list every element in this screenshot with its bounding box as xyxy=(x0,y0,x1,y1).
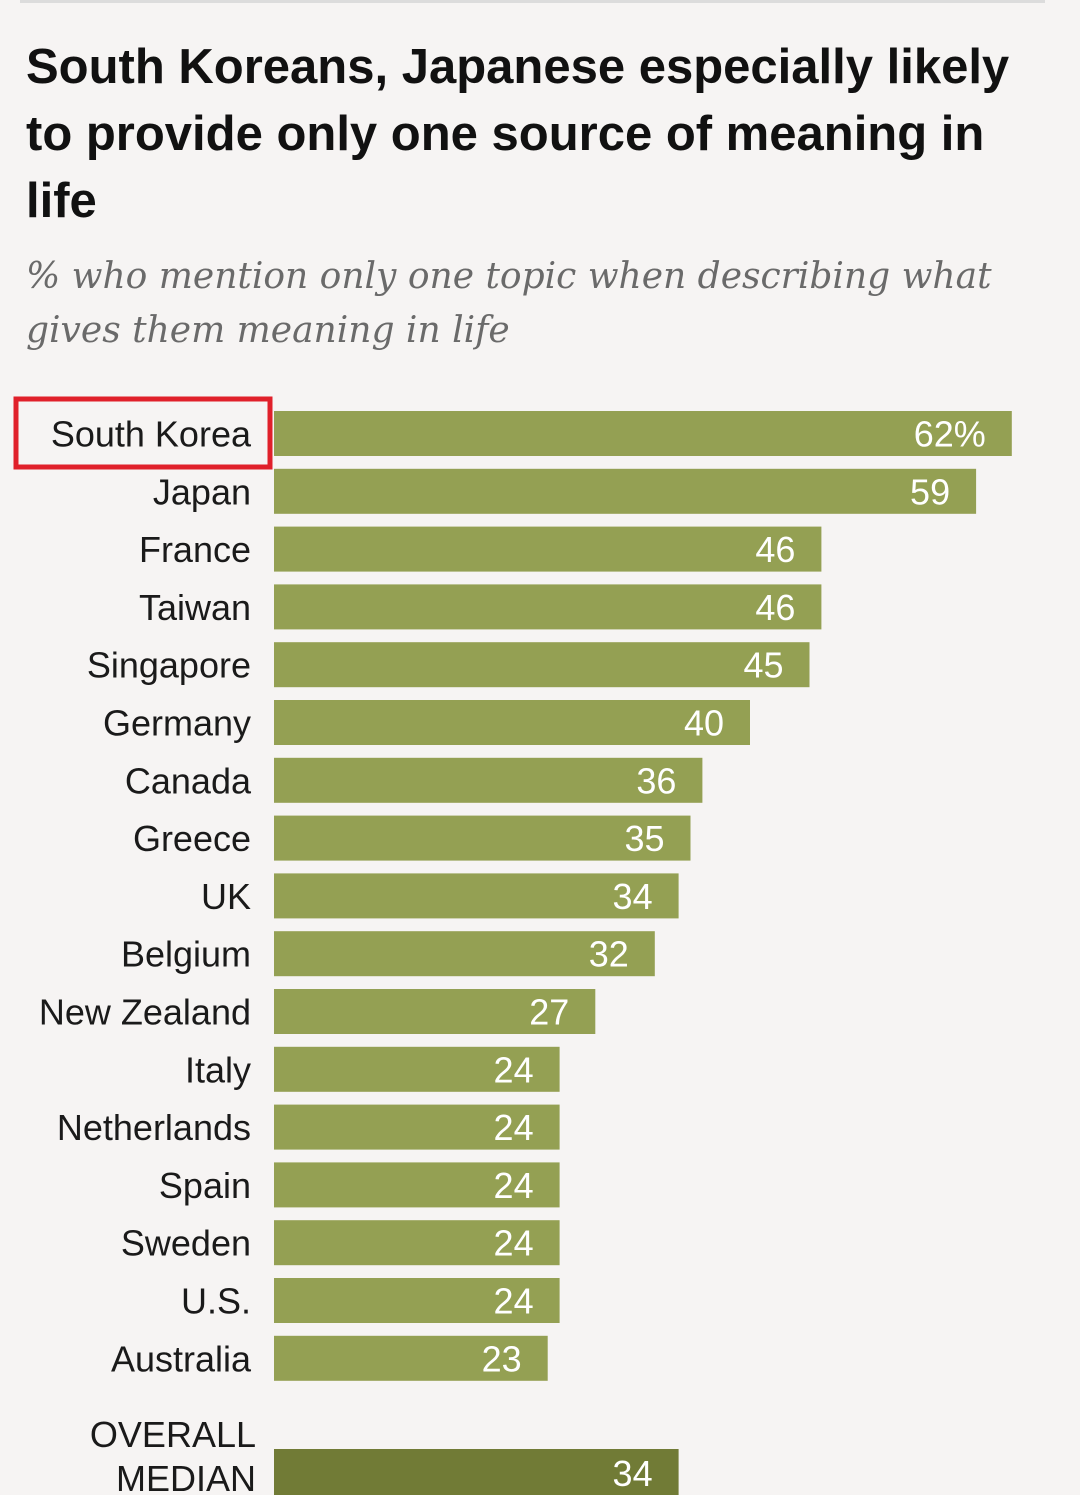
value-label-uk: 34 xyxy=(613,876,653,917)
value-label-sweden: 24 xyxy=(494,1223,534,1264)
value-label-australia: 23 xyxy=(482,1338,522,1379)
category-label-south-korea: South Korea xyxy=(51,414,252,455)
summary-label-line-2: MEDIAN xyxy=(116,1458,256,1495)
value-label-germany: 40 xyxy=(684,703,724,744)
category-label-new-zealand: New Zealand xyxy=(39,992,251,1033)
bar-spain xyxy=(274,1162,560,1208)
category-label-australia: Australia xyxy=(111,1338,252,1379)
value-label-spain: 24 xyxy=(494,1165,534,1206)
category-label-taiwan: Taiwan xyxy=(139,587,251,628)
bar-italy xyxy=(274,1046,560,1092)
bar-japan xyxy=(274,468,977,514)
value-label-greece: 35 xyxy=(624,818,664,859)
category-label-germany: Germany xyxy=(103,703,251,744)
highlight-box xyxy=(13,396,273,470)
value-label-canada: 36 xyxy=(636,760,676,801)
value-label-new-zealand: 27 xyxy=(529,992,569,1033)
category-label-canada: Canada xyxy=(125,760,252,801)
bar-new-zealand xyxy=(274,989,596,1034)
bar-uk xyxy=(274,873,679,919)
bar-sweden xyxy=(274,1220,560,1266)
value-label-italy: 24 xyxy=(494,1049,534,1090)
category-label-france: France xyxy=(139,529,251,570)
bar-u-s xyxy=(274,1278,560,1323)
value-label-overall-median: 34 xyxy=(613,1453,653,1494)
value-label-japan: 59 xyxy=(910,471,950,512)
value-label-south-korea: 62% xyxy=(914,414,986,455)
category-label-belgium: Belgium xyxy=(121,934,251,975)
bar-netherlands xyxy=(274,1104,560,1150)
top-divider xyxy=(20,0,1045,3)
value-label-belgium: 32 xyxy=(589,934,629,975)
category-label-u-s: U.S. xyxy=(181,1281,251,1322)
bar-belgium xyxy=(274,931,655,977)
category-label-japan: Japan xyxy=(153,471,251,512)
value-label-singapore: 45 xyxy=(743,645,783,686)
category-label-spain: Spain xyxy=(159,1165,251,1206)
category-label-uk: UK xyxy=(201,876,251,917)
value-label-netherlands: 24 xyxy=(494,1107,534,1148)
bar-greece xyxy=(274,815,691,861)
category-label-italy: Italy xyxy=(185,1049,251,1090)
category-label-sweden: Sweden xyxy=(121,1223,251,1264)
bar-overall-median xyxy=(274,1449,679,1495)
bar-australia xyxy=(274,1335,548,1381)
chart-subtitle: % who mention only one topic when descri… xyxy=(26,256,992,351)
chart-title: South Koreans, Japanese especially likel… xyxy=(26,40,1010,228)
bar-south-korea xyxy=(274,411,1012,456)
value-label-france: 46 xyxy=(755,529,795,570)
bar-france xyxy=(274,526,822,572)
category-label-netherlands: Netherlands xyxy=(57,1107,251,1148)
bar-taiwan xyxy=(274,584,822,630)
summary-label-line-1: OVERALL xyxy=(90,1414,256,1455)
value-label-taiwan: 46 xyxy=(755,587,795,628)
category-label-singapore: Singapore xyxy=(87,645,251,686)
bar-canada xyxy=(274,757,703,803)
bar-germany xyxy=(274,700,750,745)
category-label-greece: Greece xyxy=(133,818,251,859)
value-label-u-s: 24 xyxy=(494,1281,534,1322)
bar-singapore xyxy=(274,642,810,688)
